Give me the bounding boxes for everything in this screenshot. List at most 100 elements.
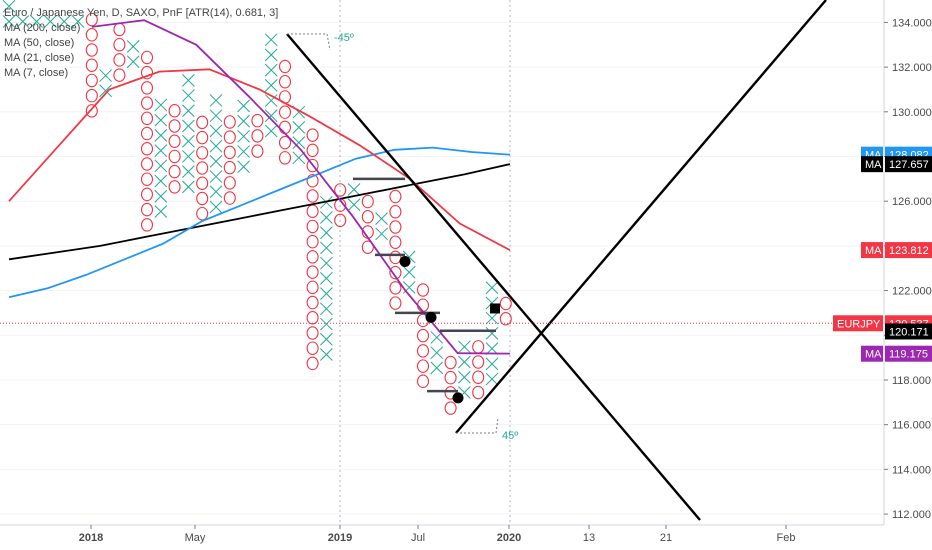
angle-arc (456, 417, 499, 434)
x-stroke (99, 84, 112, 98)
pnf-x-box (458, 340, 471, 354)
pnf-o-box (389, 235, 402, 249)
x-stroke (320, 332, 333, 346)
x-stroke (320, 272, 333, 285)
price-tag-bg (861, 242, 883, 259)
pnf-x-box (209, 109, 223, 123)
pnf-o-box (278, 59, 292, 74)
x-stroke (209, 124, 223, 138)
x-stroke (71, 15, 85, 28)
x-stroke (264, 33, 278, 47)
x-stroke (485, 357, 499, 371)
pnf-o-box (140, 202, 154, 217)
x-stroke (209, 94, 223, 107)
pnf-o-box (140, 126, 154, 141)
price-tag-text: MA (865, 245, 882, 257)
pnf-x-box (209, 185, 223, 199)
pnf-x-box (320, 241, 333, 255)
x-stroke (237, 145, 250, 158)
x-stroke (320, 348, 333, 361)
x-stroke (320, 302, 333, 316)
pnf-x-box (209, 94, 223, 107)
pnf-x-box (154, 98, 168, 112)
pnf-o-box (140, 111, 154, 126)
x-stroke (264, 124, 278, 138)
price-label-bg (885, 242, 932, 259)
pnf-o-box (140, 218, 154, 232)
pnf-x-box (209, 139, 223, 153)
pnf-o-box (306, 341, 319, 355)
x-stroke (485, 372, 499, 386)
pnf-x-box (182, 180, 195, 194)
legend: Euro / Japanese Yen, D, SAXO, PnF [ATR(1… (4, 6, 278, 81)
x-stroke (485, 311, 499, 325)
price-tag-text: EURJPY (837, 318, 881, 330)
pnf-x-box (264, 109, 278, 123)
pnf-o-box (444, 370, 457, 385)
pnf-o-box (140, 172, 154, 186)
pnf-x-box (126, 55, 140, 69)
pnf-x-box (99, 69, 112, 82)
ma-line (8, 68, 511, 251)
pnf-x-box (99, 84, 112, 98)
pnf-o-box (306, 143, 319, 158)
x-tick-label: 2018 (79, 532, 103, 544)
marker-dot (452, 392, 464, 404)
y-tick-label: 132.000 (892, 62, 932, 74)
marker-dot (399, 256, 411, 268)
pnf-o-box (389, 205, 402, 219)
x-stroke (182, 104, 195, 118)
pnf-o-box (278, 135, 292, 150)
pnf-o-box (278, 151, 292, 165)
ma-line (8, 146, 510, 299)
price-tag-bg (861, 156, 883, 173)
pnf-x-box (485, 327, 499, 340)
pnf-o-box (416, 359, 430, 373)
x-tick-label: Feb (777, 532, 796, 544)
x-stroke (99, 69, 112, 82)
pnf-x-box (485, 357, 499, 371)
pnf-o-box (278, 105, 292, 119)
x-stroke (320, 317, 333, 331)
pnf-x-box (320, 256, 333, 270)
x-stroke (182, 165, 195, 179)
x-stroke (320, 226, 333, 240)
pnf-o-box (140, 96, 154, 110)
pnf-x-box (209, 124, 223, 138)
x-stroke (182, 134, 195, 148)
pnf-o-box (196, 146, 209, 160)
x-stroke (209, 185, 223, 199)
pnf-o-box (251, 129, 264, 143)
pnf-o-box (223, 130, 236, 144)
pnf-x-box (320, 348, 333, 361)
x-stroke (458, 370, 471, 384)
x-stroke (264, 48, 278, 62)
pnf-x-box (485, 311, 499, 325)
x-stroke (182, 119, 195, 133)
x-stroke (375, 212, 388, 225)
pnf-o-box (306, 356, 319, 371)
price-label-value: 119.175 (889, 349, 928, 361)
trendline-up (455, 0, 827, 434)
pnf-o-box (196, 115, 209, 130)
pnf-x-box (402, 281, 416, 294)
pnf-x-box (347, 198, 361, 212)
pnf-o-box (196, 130, 209, 145)
pnf-o-box (334, 183, 347, 197)
x-stroke (154, 98, 168, 112)
pnf-x-box (237, 129, 250, 143)
pnf-o-box (196, 191, 209, 206)
y-tick-label: 126.000 (892, 196, 932, 208)
pnf-x-box (209, 200, 223, 214)
ma-line (91, 19, 510, 355)
pnf-o-box (168, 119, 181, 133)
x-stroke (182, 150, 195, 163)
x-stroke (320, 241, 333, 255)
pnf-x-box (237, 160, 250, 174)
pnf-o-box (472, 370, 485, 385)
price-label-value: 123.812 (889, 245, 929, 257)
pnf-x-box (154, 159, 168, 173)
price-label-bg (885, 345, 932, 362)
pnf-o-box (113, 68, 126, 82)
